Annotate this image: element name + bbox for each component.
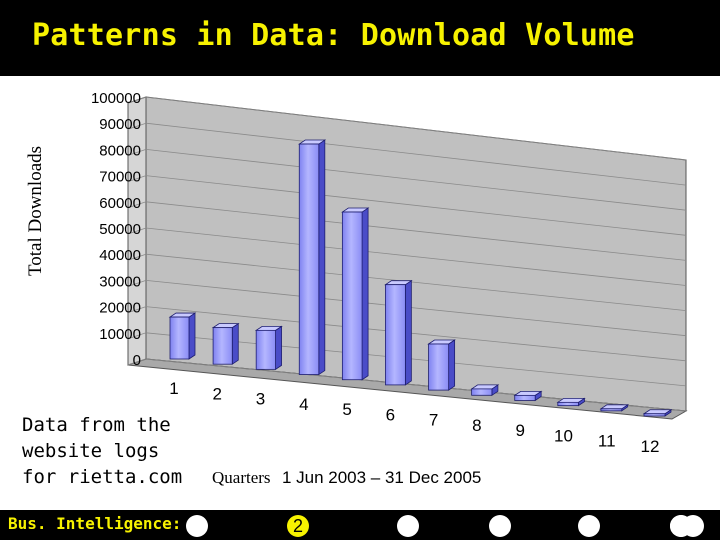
footer-bar: Bus. Intelligence: 2 xyxy=(0,510,720,540)
y-tick-label: 20000 xyxy=(99,300,141,317)
gridline xyxy=(145,227,687,286)
x-tick-label: 2 xyxy=(213,384,222,403)
slide-nav-dot[interactable]: 2 xyxy=(287,515,309,537)
bar-chart: 0 10000 20000 30000 40000 50000 60000 70000 8000… xyxy=(25,90,688,488)
bar xyxy=(513,390,543,402)
y-tick-label: 40000 xyxy=(99,247,141,264)
bar-front xyxy=(514,394,536,401)
gridline-side xyxy=(127,332,147,340)
bar xyxy=(168,312,197,360)
gridline-side xyxy=(127,149,147,156)
gridline-side xyxy=(127,227,147,235)
x-tick-label: 3 xyxy=(256,390,265,409)
gridline-side xyxy=(127,253,147,261)
title-bar: Patterns in Data: Download Volume xyxy=(0,0,720,76)
gridline xyxy=(145,306,687,362)
bar-front xyxy=(255,329,276,370)
slide-nav-dot[interactable] xyxy=(578,515,600,537)
slide-title: Patterns in Data: Download Volume xyxy=(32,18,635,53)
y-tick-label: 100000 xyxy=(91,90,141,107)
gridline-side xyxy=(127,358,147,366)
bar-side xyxy=(361,207,369,381)
bar-front xyxy=(298,143,320,375)
bar-side xyxy=(448,339,456,391)
bar xyxy=(599,404,630,412)
y-axis-label: Total Downloads xyxy=(25,146,46,276)
slide-nav-dot-label xyxy=(578,515,600,537)
slide-nav-dot-label xyxy=(397,515,419,537)
y-tick-label: 90000 xyxy=(99,116,141,133)
bar xyxy=(470,384,500,397)
gridline-side xyxy=(127,175,147,182)
x-axis-label-prefix: Quarters xyxy=(212,468,271,487)
bar-front xyxy=(212,327,233,365)
bar-front xyxy=(557,401,579,407)
bar-front xyxy=(169,316,190,360)
y-tick-label: 10000 xyxy=(99,326,141,343)
bar xyxy=(297,139,327,376)
x-tick-label: 5 xyxy=(342,400,351,419)
bar-side xyxy=(404,279,412,386)
slide-nav-dot[interactable] xyxy=(489,515,511,537)
bar-side xyxy=(275,325,282,371)
bar xyxy=(427,339,456,391)
gridline xyxy=(145,280,687,337)
bar xyxy=(341,207,370,381)
gridline-side xyxy=(127,280,147,287)
x-tick-label: 4 xyxy=(299,395,308,414)
x-tick-label: 10 xyxy=(554,426,573,445)
x-tick-label: 9 xyxy=(515,421,524,440)
x-tick-label: 12 xyxy=(641,437,660,456)
bar xyxy=(211,322,240,365)
slide-nav-dot[interactable] xyxy=(682,515,704,537)
gridline xyxy=(145,175,687,236)
gridline-side xyxy=(127,96,147,104)
bar xyxy=(254,325,283,371)
gridline xyxy=(145,358,687,412)
bar-front xyxy=(428,343,450,391)
footer-section-label: Bus. Intelligence: xyxy=(8,514,182,533)
gridline xyxy=(145,96,687,161)
y-tick-label: 30000 xyxy=(99,273,141,290)
bar-side xyxy=(188,312,196,360)
slide-nav-dot[interactable] xyxy=(397,515,419,537)
y-tick-label: 50000 xyxy=(99,221,141,238)
gridline xyxy=(145,253,687,311)
bar-side xyxy=(231,322,239,365)
slide-nav-dot[interactable] xyxy=(186,515,208,537)
y-tick-label: 0 xyxy=(133,352,141,369)
x-tick-label: 11 xyxy=(598,432,616,451)
x-tick-label: 1 xyxy=(169,379,178,398)
slide-nav-dot-label xyxy=(186,515,208,537)
bar xyxy=(642,408,673,417)
x-tick-label: 8 xyxy=(472,416,481,435)
bar xyxy=(556,397,586,407)
y-tick-label: 80000 xyxy=(99,142,141,159)
gridline xyxy=(145,122,687,186)
bar-front xyxy=(471,388,493,396)
slide-nav-dot-label xyxy=(682,515,704,537)
x-tick-label: 6 xyxy=(386,405,395,424)
x-tick-label: 7 xyxy=(429,411,438,430)
gridline xyxy=(145,201,687,261)
gridline-side xyxy=(127,122,147,130)
x-axis-label: Quarters 1 Jun 2003 – 31 Dec 2005 xyxy=(212,468,481,488)
gridline-side xyxy=(127,201,147,209)
gridline-side xyxy=(127,306,147,313)
slide-nav-dot-label: 2 xyxy=(292,516,303,536)
gridline xyxy=(145,149,687,211)
y-tick-label: 60000 xyxy=(99,195,141,212)
bar-side xyxy=(318,139,326,376)
bar xyxy=(384,279,413,386)
slide-nav-dot-label xyxy=(489,515,511,537)
data-source-note: Data from the website logs for rietta.co… xyxy=(22,414,183,488)
bar-front xyxy=(600,408,623,412)
bar-front xyxy=(341,211,363,381)
bar-front xyxy=(385,284,406,386)
bar-front xyxy=(643,413,666,417)
y-tick-label: 70000 xyxy=(99,169,141,186)
x-axis-label-range: 1 Jun 2003 – 31 Dec 2005 xyxy=(282,468,481,487)
